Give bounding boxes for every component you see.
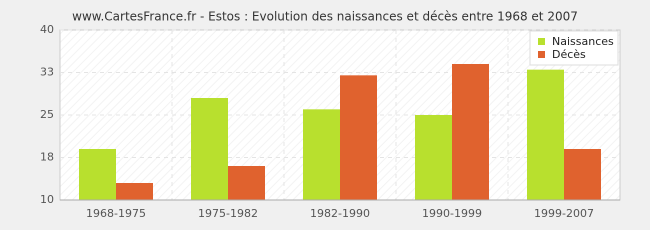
chart: www.CartesFrance.fr - Estos : Evolution … bbox=[0, 0, 650, 230]
bar bbox=[527, 69, 564, 201]
bar bbox=[340, 75, 377, 200]
legend-swatch bbox=[538, 51, 545, 58]
bar bbox=[452, 64, 489, 200]
bar bbox=[228, 166, 265, 200]
bar bbox=[116, 183, 153, 200]
y-tick-label: 40 bbox=[40, 23, 54, 36]
x-tick-label: 1999-2007 bbox=[534, 207, 594, 220]
x-tick-label: 1975-1982 bbox=[198, 207, 258, 220]
y-tick-label: 33 bbox=[40, 66, 54, 79]
y-tick-label: 10 bbox=[40, 193, 54, 206]
x-tick-label: 1990-1999 bbox=[422, 207, 482, 220]
x-tick-label: 1968-1975 bbox=[86, 207, 146, 220]
chart-title: www.CartesFrance.fr - Estos : Evolution … bbox=[72, 10, 578, 24]
legend-label: Décès bbox=[552, 48, 586, 61]
legend-label: Naissances bbox=[552, 35, 614, 48]
bar bbox=[415, 115, 452, 200]
y-tick-label: 18 bbox=[40, 151, 54, 164]
bar bbox=[191, 98, 228, 200]
x-tick-label: 1982-1990 bbox=[310, 207, 370, 220]
y-tick-label: 25 bbox=[40, 108, 54, 121]
legend-swatch bbox=[538, 38, 545, 45]
bar bbox=[79, 149, 116, 200]
bar bbox=[564, 149, 601, 200]
legend-box bbox=[529, 30, 619, 66]
bar bbox=[303, 109, 340, 200]
